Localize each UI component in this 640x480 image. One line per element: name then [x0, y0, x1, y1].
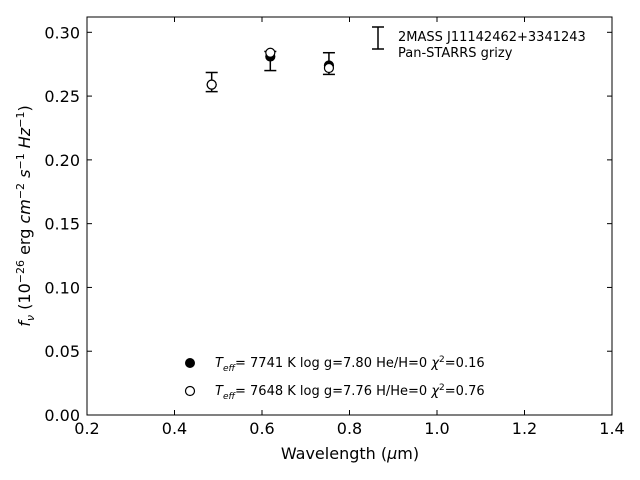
legend-object-name: 2MASS J11142462+3341243	[398, 30, 586, 45]
y-tick-label: 0.10	[44, 278, 80, 297]
model-point-open	[265, 47, 276, 58]
legend-survey-name: Pan-STARRS grizy	[398, 46, 513, 61]
x-tick-label: 0.4	[162, 419, 187, 438]
legend-entry-1-logg: log g=7.80	[300, 356, 372, 371]
model-markers	[206, 47, 335, 90]
y-tick-label: 0.20	[44, 151, 80, 170]
legend-entry-1-comp: He/H=0	[376, 356, 427, 371]
x-tick-label: 0.6	[249, 419, 274, 438]
model-point-open	[206, 79, 217, 90]
axis-ticks: 0.2 0.4 0.6 0.8 1.0 1.2 1.4 0.00 0.05 0.10 0.15 0.2…	[44, 17, 625, 438]
x-tick-label: 1.4	[599, 419, 624, 438]
y-tick-label: 0.00	[44, 406, 80, 425]
legend-marker-open	[184, 385, 196, 397]
x-tick-label: 0.2	[74, 419, 99, 438]
legend-entry-2-chi2: =0.76	[445, 384, 485, 399]
model-legend: Teff= 7741 K log g=7.80 He/H=0 χ2=0.16 T…	[184, 355, 485, 402]
legend-entry-1: Teff= 7741 K log g=7.80 He/H=0 χ2=0.16	[215, 355, 485, 374]
legend-entry-2-teff: 7648 K	[250, 384, 296, 399]
y-tick-label: 0.15	[44, 215, 80, 234]
legend-entry-2-comp: H/He=0	[376, 384, 427, 399]
observed-legend: 2MASS J11142462+3341243 Pan-STARRS grizy	[372, 26, 586, 61]
legend-entry-1-chi2: =0.16	[445, 356, 485, 371]
y-tick-label: 0.25	[44, 87, 80, 106]
legend-entry-1-teff: 7741 K	[250, 356, 296, 371]
y-axis-label: fν (10−26 erg cm−2 s−1 Hz−1)	[14, 105, 37, 326]
x-tick-label: 0.8	[337, 419, 362, 438]
legend-marker-filled	[185, 358, 195, 368]
x-axis-label: Wavelength (μm)	[281, 444, 419, 463]
legend-entry-2-logg: log g=7.76	[300, 384, 372, 399]
y-tick-label: 0.05	[44, 342, 80, 361]
legend-entry-2: Teff= 7648 K log g=7.76 H/He=0 χ2=0.76	[215, 383, 485, 402]
plot-frame	[86, 16, 613, 416]
x-tick-label: 1.2	[512, 419, 537, 438]
x-tick-label: 1.0	[424, 419, 449, 438]
model-point-open	[323, 62, 335, 74]
y-tick-label: 0.30	[44, 23, 80, 42]
